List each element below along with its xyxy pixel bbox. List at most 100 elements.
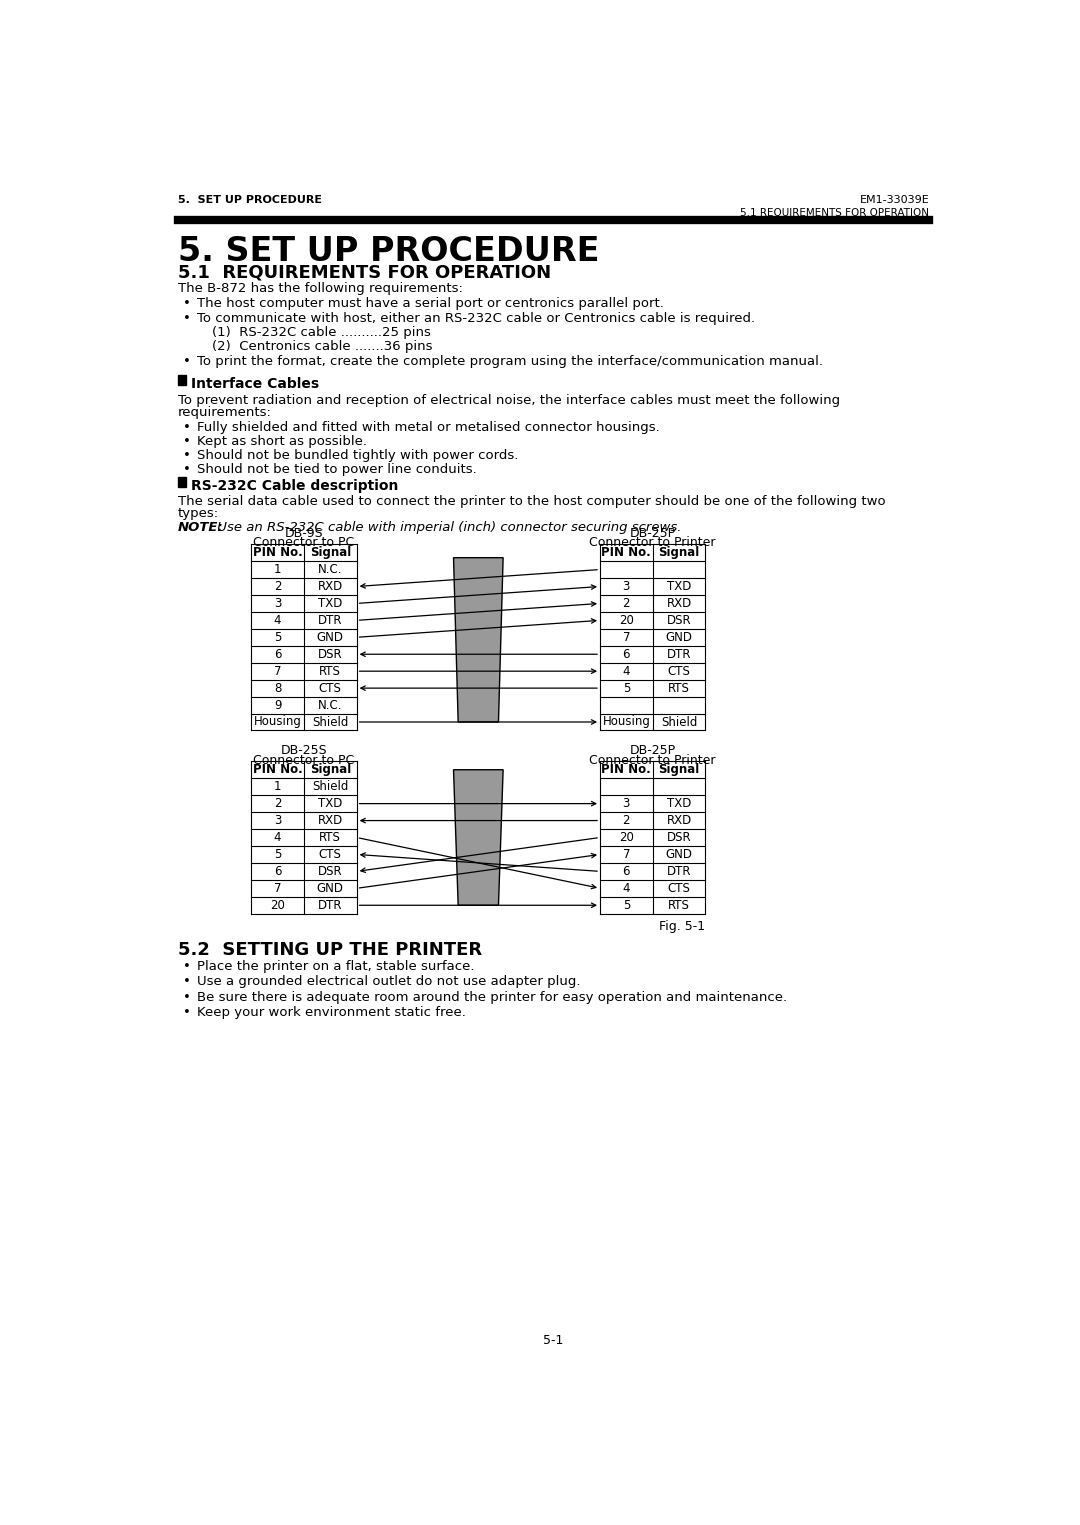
Text: Connector to Printer: Connector to Printer <box>590 537 716 549</box>
Text: (2)  Centronics cable .......36 pins: (2) Centronics cable .......36 pins <box>213 340 433 354</box>
Text: Use a grounded electrical outlet do not use adapter plug.: Use a grounded electrical outlet do not … <box>197 976 581 988</box>
Text: Use an RS-232C cable with imperial (inch) connector securing screws.: Use an RS-232C cable with imperial (inch… <box>213 522 681 534</box>
Text: 6: 6 <box>622 865 630 878</box>
Polygon shape <box>454 770 503 906</box>
Text: •: • <box>183 448 191 462</box>
Text: 7: 7 <box>274 665 282 677</box>
Text: RXD: RXD <box>666 814 691 827</box>
Text: Housing: Housing <box>603 715 650 729</box>
Text: N.C.: N.C. <box>318 698 342 712</box>
Text: 2: 2 <box>274 798 282 810</box>
Text: The host computer must have a serial port or centronics parallel port.: The host computer must have a serial por… <box>197 297 664 310</box>
Text: requirements:: requirements: <box>177 406 271 419</box>
Text: PIN No.: PIN No. <box>253 762 302 776</box>
Text: RTS: RTS <box>669 682 690 694</box>
Text: GND: GND <box>665 631 692 644</box>
Text: (1)  RS-232C cable ..........25 pins: (1) RS-232C cable ..........25 pins <box>213 326 431 339</box>
Text: 5: 5 <box>623 682 630 694</box>
Text: GND: GND <box>316 631 343 644</box>
Text: 6: 6 <box>622 648 630 660</box>
Text: 5. SET UP PROCEDURE: 5. SET UP PROCEDURE <box>177 235 599 267</box>
Text: 4: 4 <box>274 831 282 843</box>
Text: RTS: RTS <box>669 898 690 912</box>
Text: 5: 5 <box>274 631 281 644</box>
Text: DSR: DSR <box>318 865 342 878</box>
Text: 5.2  SETTING UP THE PRINTER: 5.2 SETTING UP THE PRINTER <box>177 941 482 959</box>
Text: TXD: TXD <box>666 580 691 593</box>
Text: 3: 3 <box>623 580 630 593</box>
Text: DTR: DTR <box>666 865 691 878</box>
Text: 4: 4 <box>274 615 282 627</box>
Text: Connector to Printer: Connector to Printer <box>590 753 716 767</box>
Text: Should not be tied to power line conduits.: Should not be tied to power line conduit… <box>197 462 476 476</box>
Text: DSR: DSR <box>666 831 691 843</box>
Text: Signal: Signal <box>659 546 700 560</box>
Text: DB-9S: DB-9S <box>285 528 323 540</box>
Text: 5.1 REQUIREMENTS FOR OPERATION: 5.1 REQUIREMENTS FOR OPERATION <box>741 209 930 218</box>
Text: Fully shielded and fitted with metal or metalised connector housings.: Fully shielded and fitted with metal or … <box>197 421 660 435</box>
Text: •: • <box>183 462 191 476</box>
Text: DTR: DTR <box>318 615 342 627</box>
Text: RS-232C Cable description: RS-232C Cable description <box>191 479 399 494</box>
Text: 6: 6 <box>274 648 282 660</box>
Text: 3: 3 <box>274 814 281 827</box>
Text: NOTE:: NOTE: <box>177 522 224 534</box>
Text: Be sure there is adequate room around the printer for easy operation and mainten: Be sure there is adequate room around th… <box>197 991 787 1003</box>
Text: DSR: DSR <box>318 648 342 660</box>
Text: DB-25S: DB-25S <box>281 744 327 758</box>
Text: 5.1  REQUIREMENTS FOR OPERATION: 5.1 REQUIREMENTS FOR OPERATION <box>177 264 551 282</box>
Text: PIN No.: PIN No. <box>602 762 651 776</box>
Text: 5.  SET UP PROCEDURE: 5. SET UP PROCEDURE <box>177 195 322 204</box>
Text: 7: 7 <box>622 848 630 862</box>
Text: 2: 2 <box>274 580 282 593</box>
Text: Signal: Signal <box>310 546 351 560</box>
Text: •: • <box>183 421 191 435</box>
Text: DB-25P: DB-25P <box>630 528 676 540</box>
Text: 5-1: 5-1 <box>543 1334 564 1347</box>
Text: To communicate with host, either an RS-232C cable or Centronics cable is require: To communicate with host, either an RS-2… <box>197 313 755 325</box>
Text: Signal: Signal <box>310 762 351 776</box>
Text: Place the printer on a flat, stable surface.: Place the printer on a flat, stable surf… <box>197 959 474 973</box>
Text: Shield: Shield <box>312 715 349 729</box>
Text: •: • <box>183 976 191 988</box>
Text: RXD: RXD <box>666 596 691 610</box>
Text: 1: 1 <box>274 781 282 793</box>
Text: 2: 2 <box>622 596 630 610</box>
Text: The B-872 has the following requirements:: The B-872 has the following requirements… <box>177 282 462 294</box>
Text: 3: 3 <box>274 596 281 610</box>
Text: 6: 6 <box>274 865 282 878</box>
Text: 5: 5 <box>274 848 281 862</box>
Text: CTS: CTS <box>319 682 341 694</box>
Text: Connector to PC: Connector to PC <box>254 537 354 549</box>
Text: •: • <box>183 297 191 310</box>
Text: •: • <box>183 355 191 369</box>
Text: To prevent radiation and reception of electrical noise, the interface cables mus: To prevent radiation and reception of el… <box>177 393 840 407</box>
Text: Interface Cables: Interface Cables <box>191 377 319 390</box>
Text: TXD: TXD <box>319 798 342 810</box>
Text: RXD: RXD <box>318 580 343 593</box>
Text: CTS: CTS <box>667 665 690 677</box>
Text: The serial data cable used to connect the printer to the host computer should be: The serial data cable used to connect th… <box>177 494 886 508</box>
Text: •: • <box>183 313 191 325</box>
Text: 2: 2 <box>622 814 630 827</box>
Text: Shield: Shield <box>312 781 349 793</box>
Text: 20: 20 <box>270 898 285 912</box>
Text: DTR: DTR <box>318 898 342 912</box>
Text: Should not be bundled tightly with power cords.: Should not be bundled tightly with power… <box>197 448 518 462</box>
Text: 20: 20 <box>619 615 634 627</box>
Text: 7: 7 <box>622 631 630 644</box>
Text: 4: 4 <box>622 665 630 677</box>
Text: N.C.: N.C. <box>318 563 342 576</box>
Text: 1: 1 <box>274 563 282 576</box>
Text: Fig. 5-1: Fig. 5-1 <box>659 920 705 933</box>
Text: CTS: CTS <box>667 881 690 895</box>
Text: Keep your work environment static free.: Keep your work environment static free. <box>197 1006 465 1019</box>
Text: 20: 20 <box>619 831 634 843</box>
Text: •: • <box>183 959 191 973</box>
Text: Signal: Signal <box>659 762 700 776</box>
Text: •: • <box>183 435 191 448</box>
Text: GND: GND <box>316 881 343 895</box>
Text: Connector to PC: Connector to PC <box>254 753 354 767</box>
Text: TXD: TXD <box>319 596 342 610</box>
Text: 8: 8 <box>274 682 281 694</box>
